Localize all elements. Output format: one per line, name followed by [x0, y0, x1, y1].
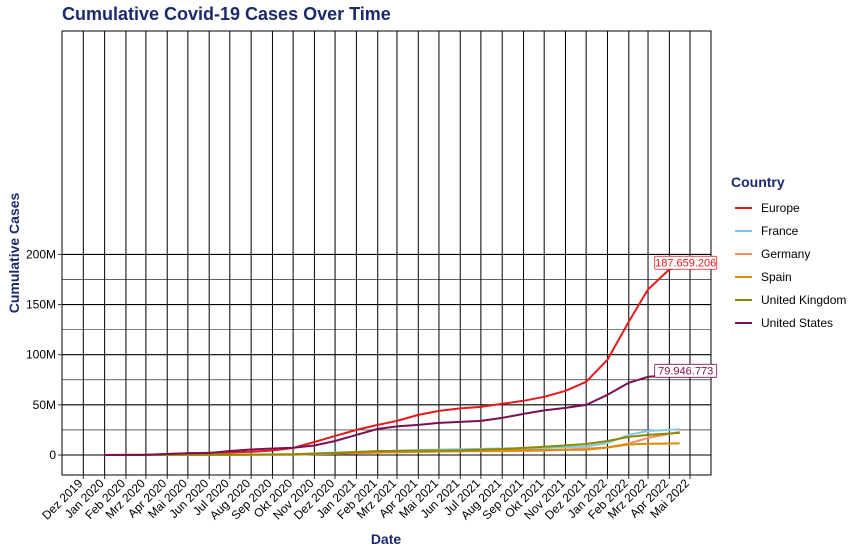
series-line-united-kingdom — [104, 431, 680, 456]
end-label: 187.659.206 — [654, 255, 718, 270]
legend-label: Germany — [761, 247, 810, 261]
end-label-text: 79.946.773 — [658, 365, 713, 377]
legend-label: United States — [761, 316, 833, 330]
y-tick-label: 0 — [49, 448, 56, 462]
y-tick-label: 200M — [26, 247, 56, 261]
end-label: 79.946.773 — [654, 363, 718, 378]
y-axis-ticks: 0 50M 100M 150M 200M — [26, 247, 62, 462]
chart-title: Cumulative Covid-19 Cases Over Time — [62, 4, 391, 24]
legend-label: United Kingdom — [761, 293, 846, 307]
end-label-box — [654, 363, 718, 378]
legend: Country Europe France Germany Spain United K… — [731, 174, 846, 330]
end-label-text: 187.659.206 — [655, 257, 716, 269]
y-tick-label: 150M — [26, 298, 56, 312]
x-axis-title: Date — [371, 531, 402, 547]
y-axis-title: Cumulative Cases — [6, 192, 22, 313]
series-line-united-states — [104, 373, 680, 456]
plot-panel — [61, 30, 712, 476]
y-tick-label: 100M — [26, 348, 56, 362]
series-lines — [104, 265, 680, 456]
legend-title: Country — [731, 174, 785, 190]
end-label-box — [654, 255, 718, 270]
grid-lines — [62, 31, 711, 475]
y-tick-label: 50M — [33, 398, 56, 412]
legend-label: Europe — [761, 201, 800, 215]
end-labels: 187.659.206 79.946.773 — [654, 255, 718, 378]
legend-label: Spain — [761, 270, 792, 284]
legend-label: France — [761, 224, 799, 238]
